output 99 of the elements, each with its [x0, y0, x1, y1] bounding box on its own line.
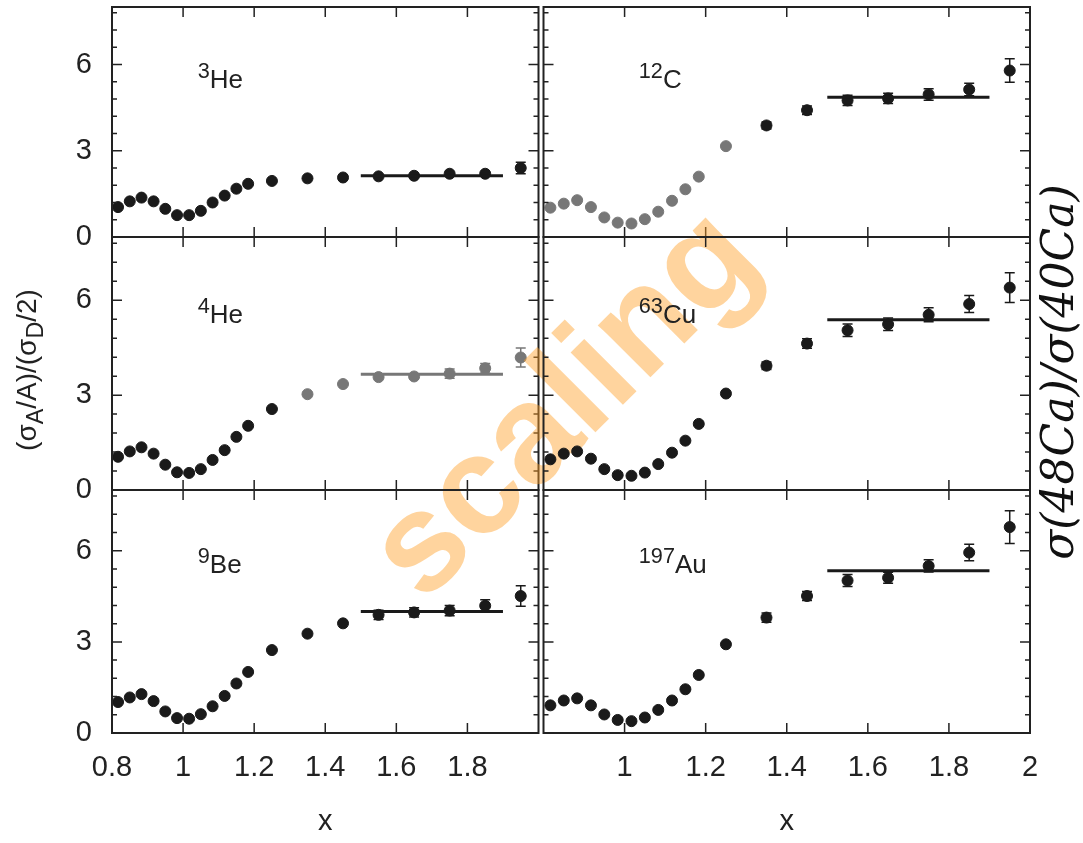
point: [544, 201, 557, 214]
point: [666, 194, 679, 207]
y2-axis-title: σ(48Ca)/σ(40Ca): [1031, 184, 1083, 560]
point: [171, 466, 184, 479]
point: [625, 715, 638, 728]
point: [611, 713, 624, 726]
x-axis-title: x: [779, 803, 795, 836]
point: [719, 638, 732, 651]
point: [652, 703, 665, 716]
point: [242, 177, 255, 190]
point: [147, 195, 160, 208]
point: [123, 691, 136, 704]
y-tick-label: 6: [75, 532, 92, 565]
point: [679, 183, 692, 196]
point: [557, 197, 570, 210]
point: [171, 209, 184, 222]
point: [692, 668, 705, 681]
x-axis-title: x: [318, 803, 333, 836]
point: [544, 699, 557, 712]
point: [652, 205, 665, 218]
annotation: $^{9}$Be: [197, 543, 242, 581]
point: [242, 419, 255, 432]
point: [147, 447, 160, 460]
annotation: $^{3}$He: [197, 57, 244, 95]
point: [218, 444, 231, 457]
x-tick-label: 1.2: [685, 750, 726, 783]
x-tick-label: 1.8: [447, 750, 488, 783]
point: [598, 708, 611, 721]
point: [159, 202, 172, 215]
point: [584, 201, 597, 214]
x-tick-label: 1.4: [305, 750, 346, 783]
point: [206, 700, 219, 713]
x-tick-label: 1.4: [766, 750, 807, 783]
point: [194, 204, 207, 217]
point: [183, 209, 196, 222]
point: [692, 170, 705, 183]
point: [183, 466, 196, 479]
point: [679, 683, 692, 696]
x-tick-label: 2: [1021, 750, 1039, 783]
annotation: $^{12}$C: [638, 57, 682, 95]
point: [666, 694, 679, 707]
point: [147, 695, 160, 708]
x-tick-label: 1: [175, 750, 192, 783]
point: [265, 174, 278, 187]
y-tick-label: 3: [75, 377, 92, 410]
y-tick-label: 3: [75, 132, 92, 165]
point: [112, 696, 125, 709]
y-tick-label: 6: [75, 282, 92, 315]
point: [159, 705, 172, 718]
point: [1003, 281, 1016, 294]
point: [265, 644, 278, 657]
point: [230, 182, 243, 195]
point: [1003, 64, 1016, 77]
point: [206, 453, 219, 466]
point: [194, 708, 207, 721]
point: [112, 450, 125, 463]
point: [171, 712, 184, 725]
point: [218, 689, 231, 702]
point: [123, 195, 136, 208]
point: [183, 712, 196, 725]
x-tick-label: 1.2: [234, 750, 275, 783]
point: [135, 191, 148, 204]
point: [265, 403, 278, 416]
y-tick-label: 6: [75, 46, 92, 79]
x-tick-label: 1.8: [928, 750, 970, 783]
point: [135, 441, 148, 454]
point: [159, 458, 172, 471]
annotation: $^{4}$He: [197, 292, 244, 330]
point: [230, 430, 243, 443]
y-tick-label: 0: [75, 219, 92, 251]
y-tick-label: 3: [75, 623, 92, 656]
point: [1003, 521, 1016, 534]
point: [638, 711, 651, 724]
point: [584, 699, 597, 712]
x-tick-label: 0.8: [91, 750, 133, 783]
x-tick-label: 1: [616, 750, 633, 783]
x-tick-label: 1.6: [847, 750, 888, 783]
point: [963, 298, 976, 311]
point: [557, 694, 570, 707]
point: [301, 627, 314, 640]
y-tick-label: 0: [75, 472, 92, 504]
point: [337, 378, 350, 391]
point: [112, 201, 125, 214]
point: [301, 172, 314, 185]
point: [301, 388, 314, 401]
point: [123, 445, 136, 458]
point: [230, 677, 243, 690]
point: [571, 194, 584, 207]
point: [218, 189, 231, 202]
y-tick-label: 0: [75, 715, 92, 747]
x-tick-label: 1.6: [376, 750, 417, 783]
point: [194, 463, 207, 476]
point: [571, 692, 584, 705]
point: [135, 688, 148, 701]
point: [206, 196, 219, 209]
point: [337, 617, 350, 630]
point: [337, 171, 350, 184]
point: [719, 140, 732, 153]
point: [242, 665, 255, 678]
